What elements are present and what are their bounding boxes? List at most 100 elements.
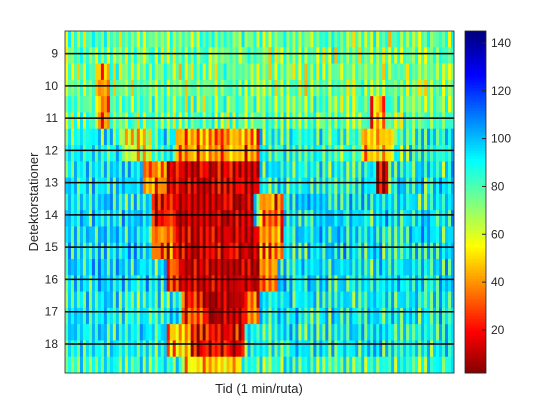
heatmap-cell bbox=[394, 356, 398, 374]
heatmap-cell bbox=[181, 79, 185, 97]
heatmap-cell bbox=[352, 128, 356, 146]
heatmap-cell bbox=[322, 96, 326, 113]
heatmap-cell bbox=[157, 275, 162, 292]
heatmap-cell bbox=[244, 161, 248, 178]
heatmap-cell bbox=[151, 96, 156, 113]
heatmap-cell bbox=[433, 128, 437, 146]
heatmap-cell bbox=[400, 275, 404, 292]
heatmap-cell bbox=[196, 356, 200, 374]
heatmap-cell bbox=[259, 31, 263, 48]
heatmap-cell bbox=[163, 242, 168, 260]
heatmap-cell bbox=[65, 63, 69, 81]
heatmap-cell bbox=[178, 63, 182, 81]
heatmap-cell bbox=[373, 31, 377, 48]
heatmap-cell bbox=[112, 210, 117, 227]
heatmap-cell bbox=[73, 79, 78, 97]
y-tick-label: 15 bbox=[45, 240, 59, 254]
colorbar-slice bbox=[465, 93, 486, 98]
heatmap-cell bbox=[121, 145, 126, 162]
heatmap-cell bbox=[376, 31, 380, 48]
heatmap-cell bbox=[256, 112, 260, 130]
heatmap-cell bbox=[196, 47, 200, 64]
heatmap-cell bbox=[109, 193, 114, 211]
heatmap-cell bbox=[328, 356, 332, 374]
heatmap-cell bbox=[142, 356, 147, 374]
heatmap-cell bbox=[268, 128, 272, 146]
heatmap-cell bbox=[391, 47, 395, 64]
heatmap-cell bbox=[226, 145, 230, 162]
heatmap-cell bbox=[451, 259, 455, 276]
heatmap-cell bbox=[439, 242, 443, 260]
heatmap-cell bbox=[220, 340, 224, 358]
heatmap-cell bbox=[121, 275, 126, 292]
heatmap-cell bbox=[214, 31, 218, 48]
heatmap-cell bbox=[283, 79, 287, 97]
heatmap-cell bbox=[385, 145, 389, 162]
heatmap-cell bbox=[109, 324, 114, 341]
heatmap-cell bbox=[172, 226, 177, 244]
heatmap-cell bbox=[400, 324, 404, 341]
heatmap-cell bbox=[286, 31, 290, 48]
heatmap-cell bbox=[256, 177, 260, 195]
heatmap-cell bbox=[193, 79, 197, 97]
heatmap-cell bbox=[292, 31, 296, 48]
heatmap-cell bbox=[388, 291, 392, 309]
heatmap-cell bbox=[376, 47, 380, 64]
heatmap-cell bbox=[325, 242, 329, 260]
heatmap-cell bbox=[379, 275, 383, 292]
heatmap-cell bbox=[124, 356, 129, 374]
heatmap-cell bbox=[154, 161, 159, 178]
heatmap-cell bbox=[427, 275, 431, 292]
heatmap-cell bbox=[145, 177, 150, 195]
heatmap-cell bbox=[70, 210, 75, 227]
heatmap-cell bbox=[178, 324, 182, 341]
heatmap-cell bbox=[286, 96, 290, 113]
heatmap-cell bbox=[196, 259, 200, 276]
heatmap-cell bbox=[277, 96, 281, 113]
colorbar-slice bbox=[465, 276, 486, 280]
heatmap-cell bbox=[274, 356, 278, 374]
heatmap-cell bbox=[352, 307, 356, 325]
heatmap-cell bbox=[298, 161, 302, 178]
heatmap-cell bbox=[160, 210, 165, 227]
heatmap-cell bbox=[127, 63, 132, 81]
heatmap-cell bbox=[214, 226, 218, 244]
heatmap-cell bbox=[340, 128, 344, 146]
heatmap-cell bbox=[385, 275, 389, 292]
heatmap-cell bbox=[331, 340, 335, 358]
heatmap-cell bbox=[136, 79, 141, 97]
heatmap-cell bbox=[65, 193, 69, 211]
heatmap-cell bbox=[337, 145, 341, 162]
heatmap-cell bbox=[220, 47, 224, 64]
heatmap-cell bbox=[178, 259, 182, 276]
heatmap-cell bbox=[301, 47, 305, 64]
heatmap-cell bbox=[436, 259, 440, 276]
heatmap-cell bbox=[103, 128, 108, 146]
heatmap-cell bbox=[70, 128, 75, 146]
heatmap-cell bbox=[265, 193, 269, 211]
heatmap-cell bbox=[310, 145, 314, 162]
heatmap-cell bbox=[307, 31, 311, 48]
heatmap-cell bbox=[145, 193, 150, 211]
heatmap-cell bbox=[364, 226, 368, 244]
heatmap-cell bbox=[181, 210, 185, 227]
heatmap-cell bbox=[307, 324, 311, 341]
heatmap-cell bbox=[391, 193, 395, 211]
colorbar-slice bbox=[465, 142, 486, 146]
colorbar-slice bbox=[465, 278, 486, 283]
heatmap-cell bbox=[385, 193, 389, 211]
heatmap-cell bbox=[190, 96, 194, 113]
heatmap-cell bbox=[205, 145, 209, 162]
heatmap-cell bbox=[367, 79, 371, 97]
heatmap-cell bbox=[199, 210, 203, 227]
heatmap-cell bbox=[436, 177, 440, 195]
heatmap-cell bbox=[127, 193, 132, 211]
heatmap-cell bbox=[283, 112, 287, 130]
heatmap-cell bbox=[145, 242, 150, 260]
heatmap-cell bbox=[313, 47, 317, 64]
heatmap-cell bbox=[91, 31, 96, 48]
heatmap-cell bbox=[283, 356, 287, 374]
heatmap-cell bbox=[127, 96, 132, 113]
heatmap-cell bbox=[400, 128, 404, 146]
heatmap-cell bbox=[316, 340, 320, 358]
